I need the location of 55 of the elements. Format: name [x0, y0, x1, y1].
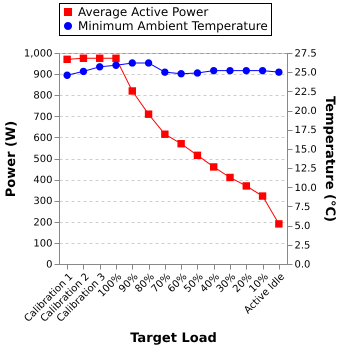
point: [96, 63, 104, 71]
point: [242, 66, 250, 74]
point: [144, 59, 152, 67]
point: [242, 182, 250, 190]
y-tick-label: 800: [33, 90, 52, 102]
point: [210, 163, 218, 171]
point: [63, 56, 71, 64]
point: [112, 62, 120, 69]
point: [161, 68, 169, 76]
point: [128, 59, 136, 67]
point: [80, 54, 88, 62]
point: [177, 140, 185, 148]
point: [80, 68, 88, 76]
point: [258, 66, 266, 74]
y-tick-label: 900: [33, 70, 52, 81]
y2-tick-label: 12.5: [294, 164, 317, 175]
x-axis-title: Target Load: [130, 330, 217, 346]
y-tick-label: 500: [33, 154, 52, 165]
point: [210, 66, 218, 74]
y2-tick-label: 22.5: [294, 86, 317, 98]
point: [63, 72, 71, 79]
y-tick-label: 300: [33, 196, 52, 208]
point: [275, 220, 283, 228]
y2-tick-label: 0.0: [294, 260, 310, 270]
point: [128, 87, 136, 95]
point: [194, 152, 202, 160]
y2-tick-label: 7.5: [294, 202, 310, 213]
y-tick-label: 400: [33, 175, 52, 186]
y2-tick-label: 20.0: [294, 106, 317, 118]
y2-tick-label: 15.0: [294, 144, 317, 156]
y-tick-label: 0: [46, 260, 52, 270]
point: [161, 130, 169, 138]
legend-label: Minimum Ambient Temperature: [78, 19, 268, 33]
y2-axis-title: Temperature (°C): [322, 96, 337, 222]
y-axis-title: Power (W): [4, 120, 19, 198]
point: [96, 54, 104, 62]
y-tick-label: 700: [33, 112, 52, 123]
point: [226, 66, 234, 74]
y-tick-label: 1,000: [24, 48, 52, 60]
point: [275, 68, 283, 76]
y2-tick-label: 17.5: [294, 125, 317, 136]
y2-tick-label: 5.0: [294, 221, 310, 232]
point: [194, 69, 202, 77]
y2-tick-label: 25.0: [294, 68, 317, 79]
point: [112, 54, 120, 62]
point: [258, 192, 266, 200]
y2-tick-label: 2.5: [294, 240, 310, 252]
point: [144, 110, 152, 118]
legend-label: Average Active Power: [78, 5, 208, 19]
y2-tick-label: 27.5: [294, 48, 317, 60]
y-tick-label: 100: [33, 238, 52, 250]
y2-tick-label: 10.0: [294, 182, 317, 194]
point: [177, 70, 185, 78]
y-tick-label: 200: [33, 217, 52, 228]
y-tick-label: 600: [33, 132, 52, 144]
